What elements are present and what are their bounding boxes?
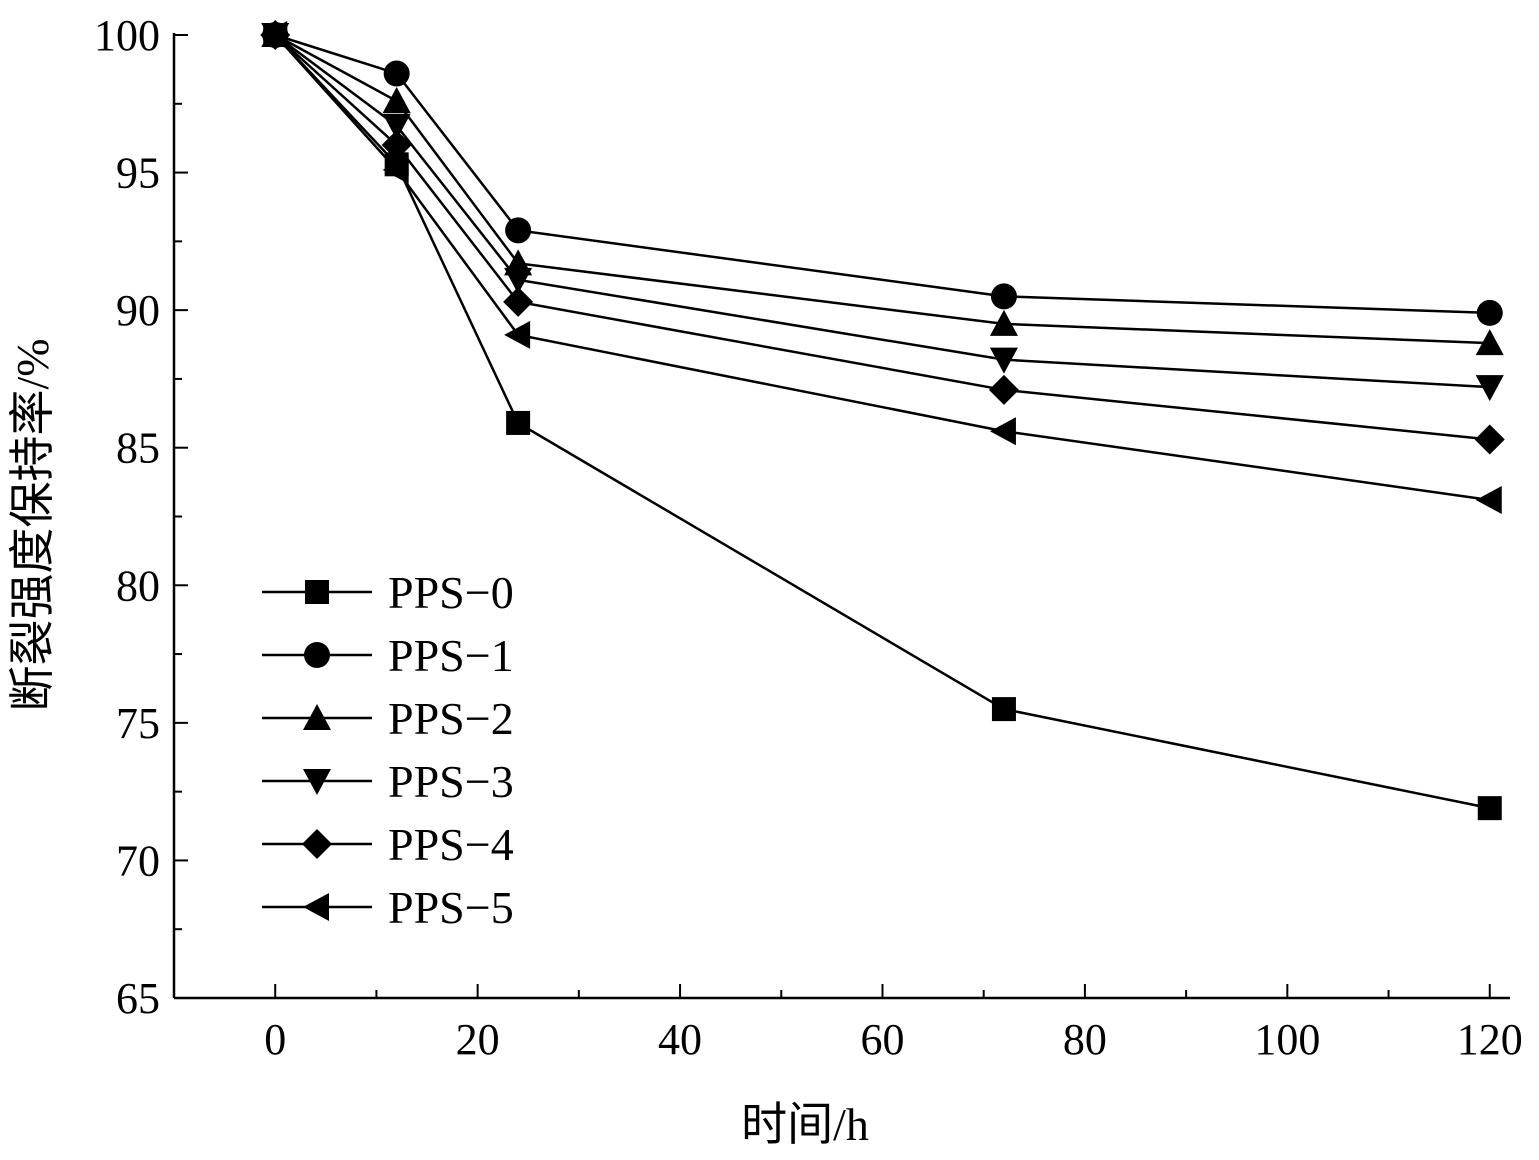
y-tick-label: 65 (116, 974, 160, 1023)
data-point (383, 60, 410, 87)
x-tick-label: 0 (264, 1015, 286, 1064)
x-tick-label: 40 (658, 1015, 702, 1064)
data-point (991, 697, 1016, 722)
data-point (1474, 424, 1505, 455)
legend-marker (304, 642, 330, 668)
series-5 (261, 21, 1502, 514)
x-tick-label: 100 (1254, 1015, 1320, 1064)
legend-label: PPS−3 (388, 756, 514, 807)
y-tick-label: 95 (116, 149, 160, 198)
data-point (382, 155, 409, 184)
legend-label: PPS−4 (388, 819, 514, 870)
x-tick-label: 120 (1457, 1015, 1523, 1064)
y-tick-label: 70 (116, 836, 160, 885)
data-point (990, 283, 1017, 310)
series-line (274, 34, 1490, 502)
series-line (274, 33, 1490, 345)
y-tick-label: 85 (116, 424, 160, 473)
legend-marker (303, 704, 331, 730)
legend-label: PPS−2 (388, 693, 514, 744)
series-2 (261, 21, 1504, 356)
legend: PPS−0 PPS−1 PPS−2 PPS−3 PPS−4 PPS−5 (262, 567, 514, 933)
data-point (1476, 299, 1503, 326)
legend-item: PPS−2 (262, 693, 514, 744)
legend-item: PPS−4 (262, 819, 514, 870)
data-point (988, 374, 1019, 405)
x-axis-title: 时间/h (741, 1099, 869, 1150)
data-point (989, 309, 1018, 336)
legend-marker (305, 580, 329, 604)
data-point (506, 410, 531, 435)
legend-label: PPS−1 (388, 630, 514, 681)
data-point (382, 87, 411, 114)
data-point (1475, 375, 1504, 402)
legend-label: PPS−5 (388, 882, 514, 933)
x-tick-label: 20 (456, 1015, 500, 1064)
data-point (504, 320, 531, 349)
data-point (261, 21, 288, 49)
data-point (989, 347, 1018, 374)
legend-item: PPS−0 (262, 567, 514, 618)
legend-item: PPS−5 (262, 882, 514, 933)
y-tick-label: 80 (116, 561, 160, 610)
data-point (504, 267, 533, 294)
series-1 (262, 22, 1503, 326)
legend-marker (303, 893, 329, 921)
data-point (1475, 329, 1504, 356)
x-tick-label: 60 (860, 1015, 904, 1064)
data-point (989, 417, 1016, 446)
legend-label: PPS−0 (388, 567, 514, 618)
legend-marker (303, 769, 331, 795)
y-tick-label: 75 (116, 699, 160, 748)
data-point (503, 286, 534, 317)
legend-item: PPS−3 (262, 756, 514, 807)
legend-marker (302, 829, 332, 859)
series-layer (260, 20, 1505, 821)
series-line (274, 33, 1490, 315)
data-point (1477, 796, 1502, 821)
series-line (274, 34, 1490, 441)
y-axis-title: 断裂强度保持率/% (7, 338, 58, 711)
axes: 0 20 40 60 80 100 120 65 70 75 80 85 90 95 100 (94, 11, 1523, 1064)
legend-item: PPS−1 (262, 630, 514, 681)
x-tick-label: 80 (1063, 1015, 1107, 1064)
data-point (382, 113, 411, 140)
data-point (381, 130, 412, 161)
data-point (505, 217, 532, 244)
y-tick-label: 100 (94, 11, 160, 60)
series-line (274, 33, 1490, 389)
y-tick-label: 90 (116, 286, 160, 335)
data-point (1475, 485, 1502, 514)
